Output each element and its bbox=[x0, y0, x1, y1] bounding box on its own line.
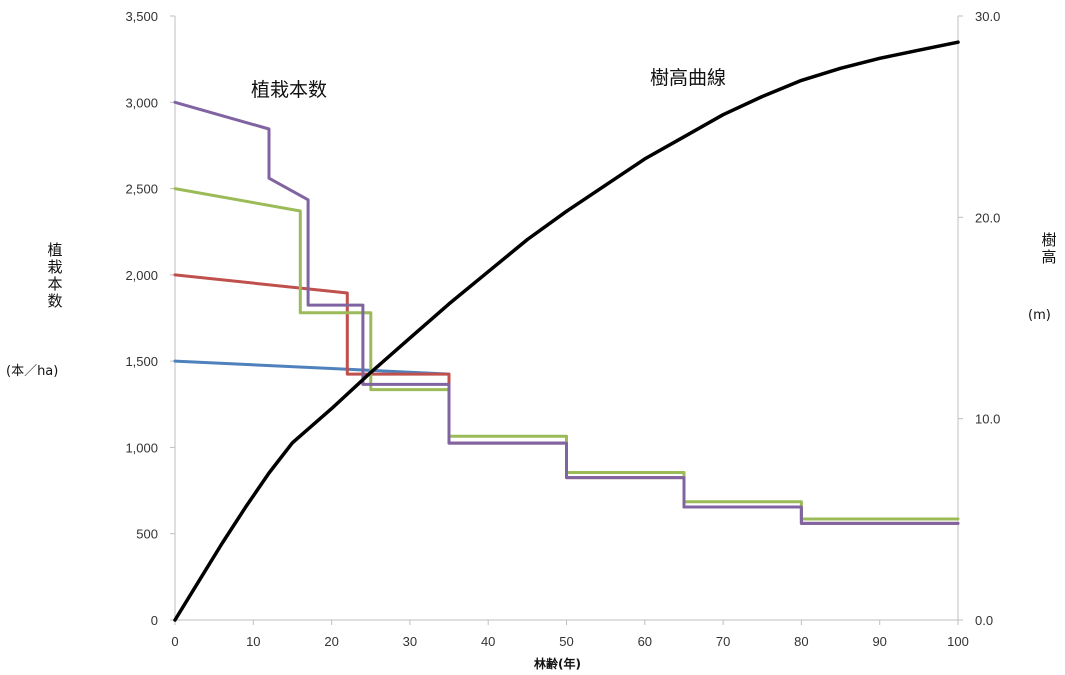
x-tick-label: 50 bbox=[559, 634, 573, 649]
plot-area: 0 10 20 30 40 50 60 70 80 90 100 0 500 1,000 1,500 2,00… bbox=[125, 9, 1000, 649]
x-tick-label: 40 bbox=[481, 634, 495, 649]
x-tick-label: 0 bbox=[171, 634, 178, 649]
density-annotation: 植栽本数 bbox=[251, 79, 327, 101]
density-series-line-1 bbox=[173, 359, 451, 376]
x-tick-label: 90 bbox=[872, 634, 886, 649]
height-curve-line bbox=[173, 40, 960, 622]
series-layer bbox=[173, 40, 960, 622]
x-tick-label: 70 bbox=[716, 634, 730, 649]
density-series-line-4 bbox=[173, 100, 960, 525]
y-left-tick-label: 1,500 bbox=[125, 354, 158, 369]
x-tick-label: 80 bbox=[794, 634, 808, 649]
x-axis-title: 林齢(年) bbox=[534, 657, 581, 671]
density-series-line-2 bbox=[173, 273, 960, 525]
y-right-tick-label: 10.0 bbox=[975, 412, 1000, 427]
right-axis-unit: (m) bbox=[1028, 308, 1051, 323]
x-tick-label: 60 bbox=[638, 634, 652, 649]
x-tick-label: 100 bbox=[947, 634, 969, 649]
y-left-tick-label: 1,000 bbox=[125, 440, 158, 455]
left-axis-unit: (本／ha) bbox=[6, 364, 59, 379]
ticks: 0 10 20 30 40 50 60 70 80 90 100 0 500 1,000 1,500 2,00… bbox=[125, 9, 1000, 649]
density-series-line-3 bbox=[173, 187, 960, 521]
y-left-tick-label: 0 bbox=[151, 613, 158, 628]
x-tick-label: 10 bbox=[246, 634, 260, 649]
y-right-tick-label: 0.0 bbox=[975, 613, 993, 628]
y-left-tick-label: 3,500 bbox=[125, 9, 158, 24]
left-axis-title: 植栽本数 bbox=[47, 241, 63, 310]
right-axis-title: 樹高 bbox=[1041, 231, 1057, 266]
y-left-tick-label: 500 bbox=[136, 527, 158, 542]
y-right-tick-label: 20.0 bbox=[975, 210, 1000, 225]
height-curve-annotation: 樹高曲線 bbox=[650, 67, 726, 89]
y-right-tick-label: 30.0 bbox=[975, 9, 1000, 24]
y-left-tick-label: 3,000 bbox=[125, 95, 158, 110]
y-left-tick-label: 2,000 bbox=[125, 268, 158, 283]
x-tick-label: 20 bbox=[324, 634, 338, 649]
y-left-tick-label: 2,500 bbox=[125, 182, 158, 197]
x-tick-label: 30 bbox=[403, 634, 417, 649]
